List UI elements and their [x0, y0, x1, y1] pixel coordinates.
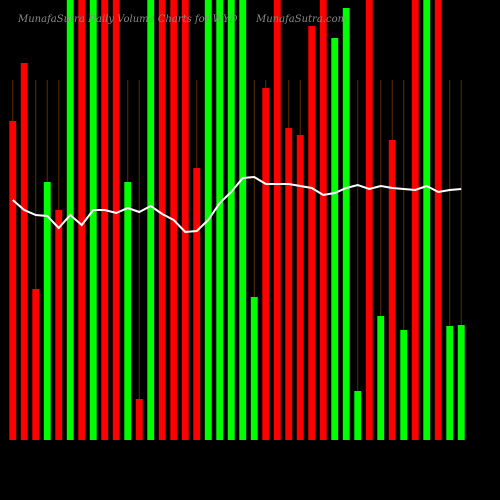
bar [331, 38, 339, 440]
bars [9, 0, 465, 440]
bar [400, 330, 408, 440]
bar [250, 297, 258, 440]
bar [273, 0, 281, 440]
bar [377, 316, 385, 440]
bar [342, 8, 350, 440]
bar [216, 0, 224, 440]
chart-subtitle: MunafaSutra.com [255, 14, 347, 25]
bar [446, 326, 454, 440]
bar [181, 0, 189, 440]
bar [135, 399, 143, 440]
bar [158, 0, 166, 440]
bar [43, 182, 51, 440]
bar [147, 0, 155, 440]
bar [78, 0, 86, 440]
bar [285, 128, 293, 440]
bar [227, 0, 235, 440]
bar [388, 140, 396, 440]
bar [262, 88, 270, 440]
bar [411, 0, 419, 440]
bar [66, 0, 74, 440]
bar [457, 325, 465, 440]
bar [308, 26, 316, 440]
chart-title: MunafaSutra Daily Volume Charts for WYD [17, 14, 237, 25]
bar [193, 168, 201, 440]
bar [89, 0, 97, 440]
bar [124, 182, 132, 440]
bar [319, 0, 327, 440]
bar [423, 0, 431, 440]
bar [354, 391, 362, 440]
bar [55, 210, 63, 440]
bar [112, 0, 120, 440]
bar [9, 121, 17, 440]
bar [101, 0, 109, 440]
average-line [12, 175, 462, 234]
bar [296, 135, 304, 440]
bar [434, 0, 442, 440]
bar [239, 0, 247, 440]
bar [365, 0, 373, 440]
bar [20, 63, 28, 440]
bar [32, 289, 40, 440]
